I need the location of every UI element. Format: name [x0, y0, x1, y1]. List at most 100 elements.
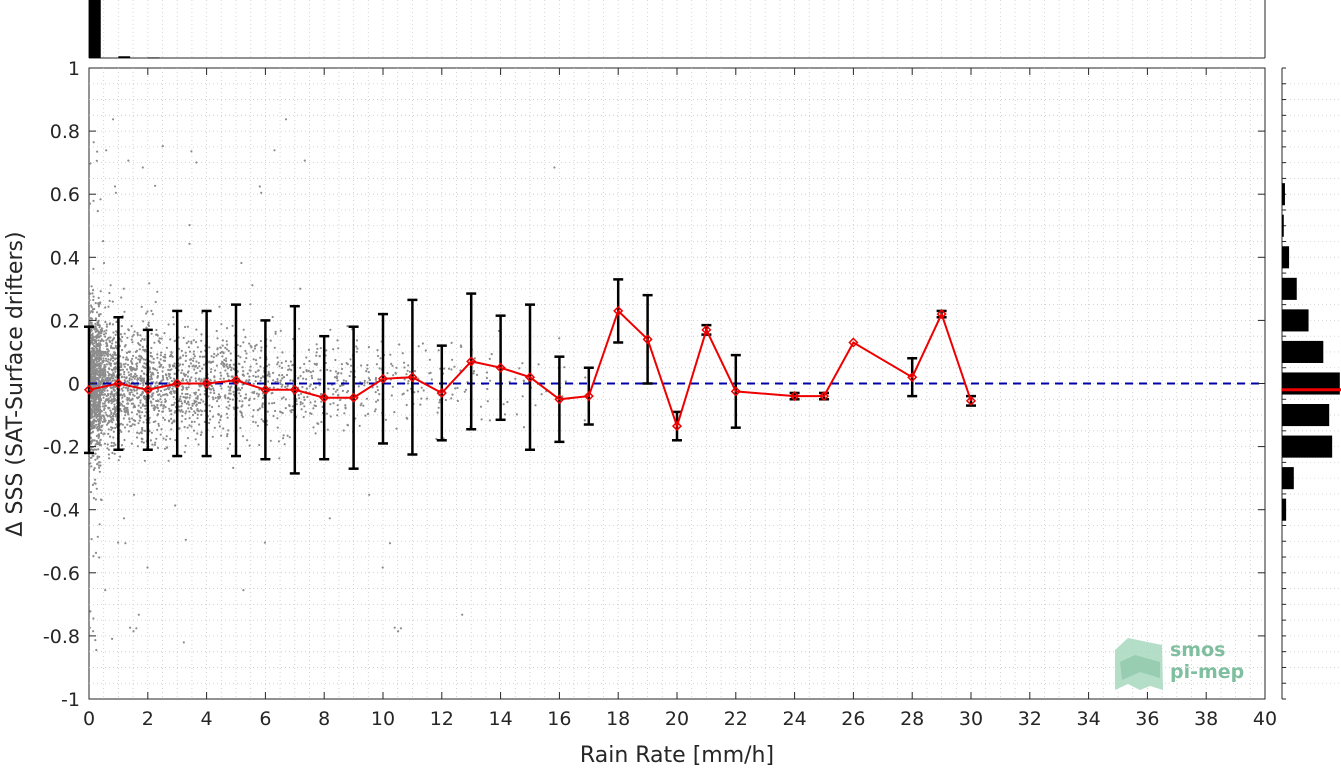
scatter-point: [89, 462, 92, 465]
scatter-point: [93, 355, 96, 358]
scatter-point: [172, 385, 175, 388]
scatter-point: [96, 409, 99, 412]
scatter-point: [96, 321, 99, 324]
scatter-point: [232, 390, 235, 393]
scatter-point: [238, 392, 241, 395]
scatter-point: [162, 437, 165, 440]
scatter-point: [179, 395, 182, 398]
scatter-point: [129, 368, 132, 371]
scatter-point: [240, 414, 243, 417]
scatter-point: [143, 362, 146, 365]
scatter-point: [143, 459, 146, 462]
scatter-point: [163, 447, 167, 450]
scatter-point: [271, 391, 274, 394]
scatter-point: [109, 395, 112, 399]
mean-marker: [965, 395, 977, 406]
scatter-point: [98, 556, 101, 559]
scatter-point: [96, 390, 99, 393]
scatter-point: [164, 356, 167, 359]
scatter-point: [181, 414, 184, 418]
scatter-point: [160, 428, 163, 431]
x-tick-label: 4: [201, 708, 213, 730]
scatter-point: [157, 339, 160, 342]
scatter-point: [120, 410, 123, 413]
scatter-point: [100, 424, 103, 428]
scatter-point: [181, 402, 184, 405]
scatter-point: [306, 395, 309, 398]
scatter-point: [94, 326, 97, 330]
scatter-point: [108, 435, 112, 438]
scatter-point: [242, 341, 245, 344]
scatter-point: [230, 385, 233, 388]
scatter-point: [272, 386, 275, 389]
scatter-point: [166, 446, 169, 449]
scatter-point: [107, 401, 110, 404]
scatter-point: [219, 371, 222, 374]
scatter-point: [93, 439, 96, 442]
scatter-point: [172, 395, 175, 399]
scatter-point: [123, 405, 126, 408]
scatter-point: [92, 400, 95, 403]
scatter-point: [109, 415, 112, 418]
scatter-point: [184, 396, 187, 399]
scatter-point: [156, 353, 159, 356]
scatter-point: [150, 346, 153, 350]
scatter-point: [282, 396, 285, 399]
scatter-point: [187, 346, 190, 349]
scatter-point: [244, 380, 247, 383]
scatter-point: [190, 340, 193, 343]
scatter-point: [220, 374, 223, 377]
right-histogram-bar: [1282, 435, 1333, 458]
scatter-point: [220, 362, 223, 365]
scatter-point: [222, 427, 225, 430]
scatter-point: [106, 371, 109, 374]
x-tick-label: 12: [430, 708, 454, 730]
scatter-point: [103, 363, 106, 366]
scatter-point: [287, 364, 290, 367]
scatter-point: [239, 410, 242, 413]
scatter-point: [282, 376, 286, 379]
scatter-point: [90, 456, 93, 459]
x-tick-label: 32: [1018, 708, 1042, 730]
scatter-point: [102, 374, 105, 377]
scatter-point: [126, 423, 129, 426]
scatter-point: [437, 406, 440, 409]
scatter-point: [192, 353, 195, 356]
scatter-point: [346, 389, 350, 393]
scatter-point: [217, 413, 220, 416]
scatter-point: [340, 384, 343, 387]
scatter-point: [444, 398, 447, 402]
scatter-point: [131, 417, 134, 420]
scatter-point: [200, 378, 203, 381]
scatter-point: [450, 368, 453, 371]
scatter-point: [130, 375, 133, 378]
scatter-point: [281, 377, 284, 380]
scatter-point: [154, 420, 157, 423]
scatter-point: [100, 393, 103, 396]
scatter-point: [100, 431, 103, 435]
scatter-point: [136, 445, 139, 448]
scatter-point: [101, 405, 105, 408]
scatter-point: [208, 346, 211, 349]
scatter-point: [97, 331, 100, 334]
scatter-point: [98, 421, 102, 424]
scatter-point: [91, 416, 94, 419]
scatter-point: [97, 403, 100, 406]
scatter-point: [99, 498, 103, 501]
scatter-point: [255, 392, 259, 395]
scatter-point: [123, 395, 126, 398]
scatter-point: [267, 370, 270, 374]
scatter-point: [222, 363, 225, 366]
scatter-point: [105, 339, 108, 342]
scatter-point: [96, 535, 99, 538]
scatter-point: [128, 374, 131, 377]
scatter-point: [92, 497, 95, 500]
mean-marker: [289, 384, 300, 395]
scatter-point: [113, 442, 116, 445]
scatter-point: [563, 366, 566, 369]
scatter-point: [99, 358, 103, 361]
scatter-point: [88, 311, 91, 314]
scatter-point: [111, 414, 114, 417]
scatter-point: [288, 436, 291, 439]
scatter-point: [93, 425, 96, 428]
